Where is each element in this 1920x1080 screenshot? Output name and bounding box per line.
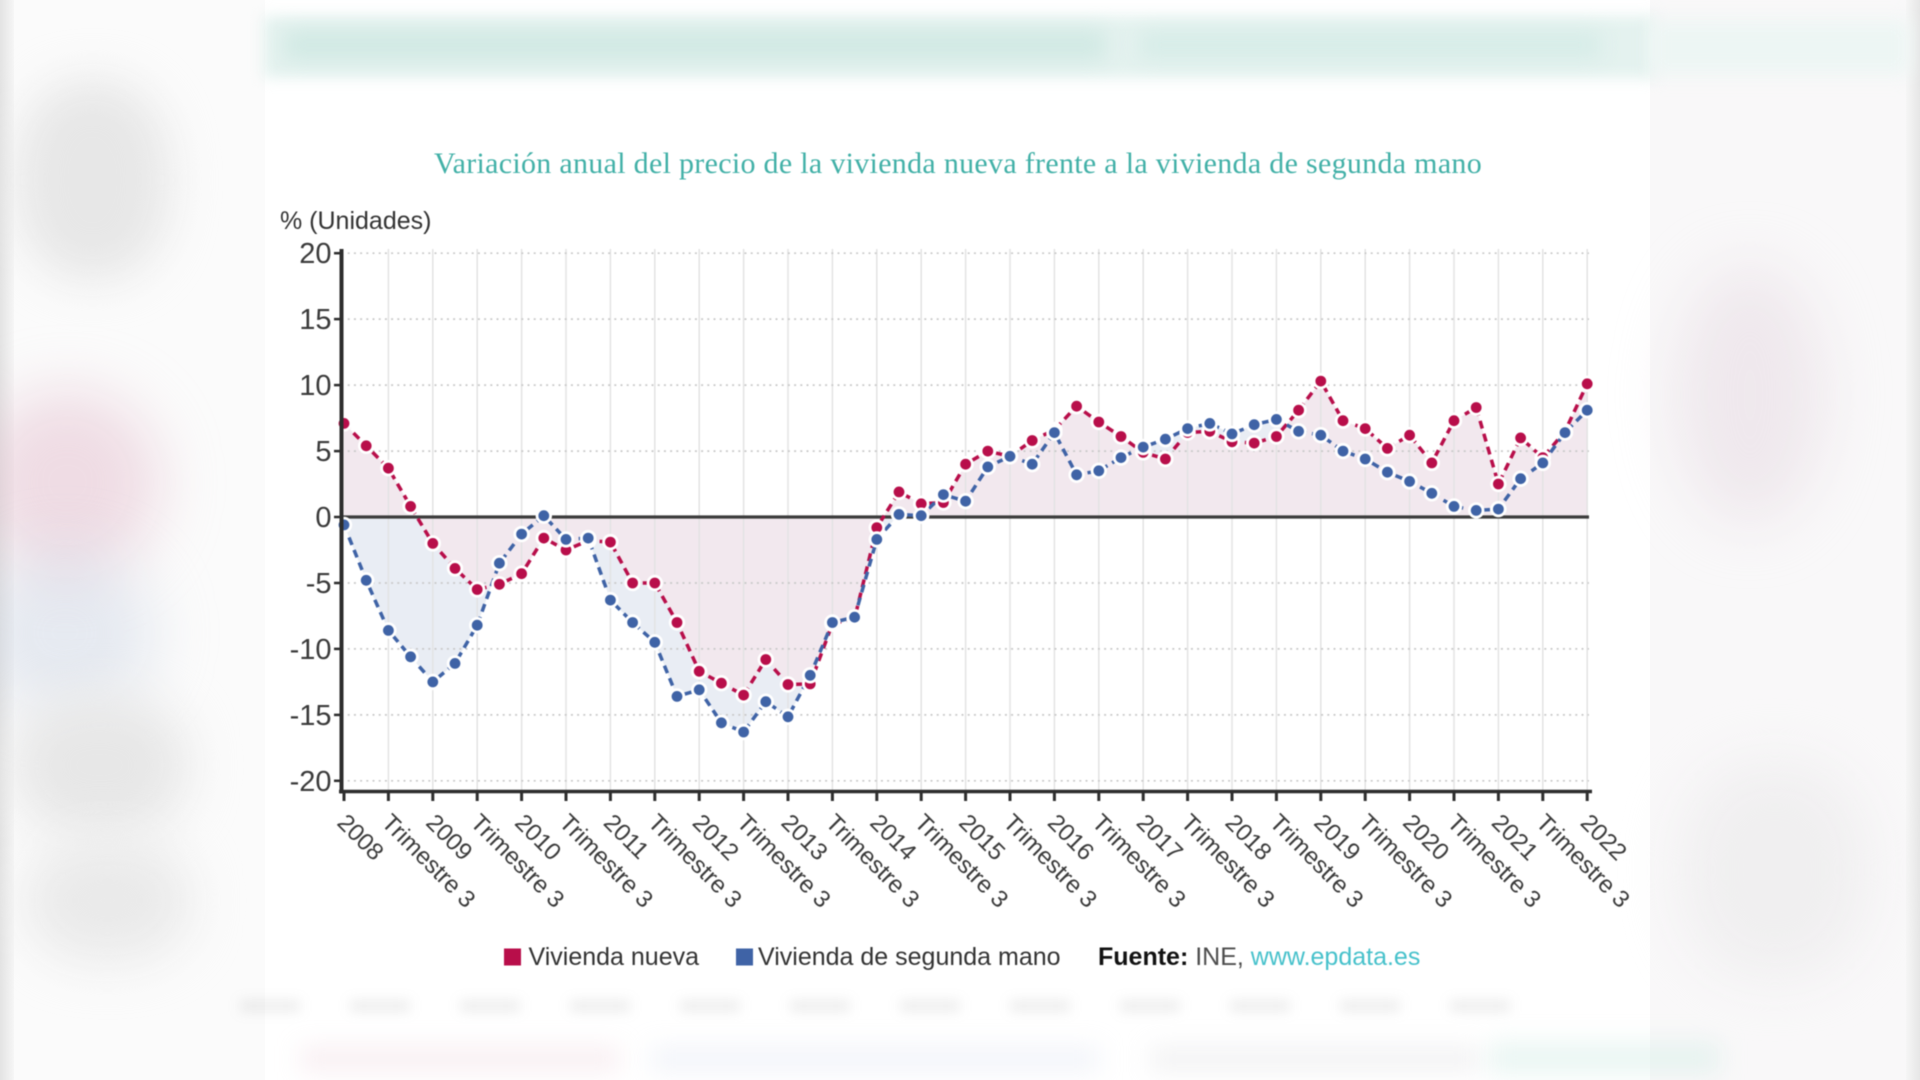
svg-text:Vivienda de segunda mano: Vivienda de segunda mano	[758, 943, 1061, 971]
svg-text:5: 5	[315, 436, 331, 468]
svg-text:0: 0	[315, 502, 331, 534]
svg-text:-10: -10	[290, 634, 332, 666]
svg-text:% (Unidades): % (Unidades)	[280, 207, 431, 235]
svg-text:15: 15	[299, 304, 331, 336]
svg-text:Variación anual del precio de: Variación anual del precio de la viviend…	[434, 147, 1482, 180]
svg-text:2008: 2008	[332, 809, 389, 866]
svg-text:20: 20	[299, 238, 331, 270]
svg-text:-20: -20	[290, 766, 332, 798]
svg-text:Vivienda nueva: Vivienda nueva	[529, 943, 700, 971]
svg-text:-15: -15	[290, 700, 332, 732]
svg-text:-5: -5	[306, 568, 332, 600]
svg-text:10: 10	[299, 370, 331, 402]
svg-text:Fuente: INE, www.epdata.es: Fuente: INE, www.epdata.es	[1098, 943, 1420, 971]
